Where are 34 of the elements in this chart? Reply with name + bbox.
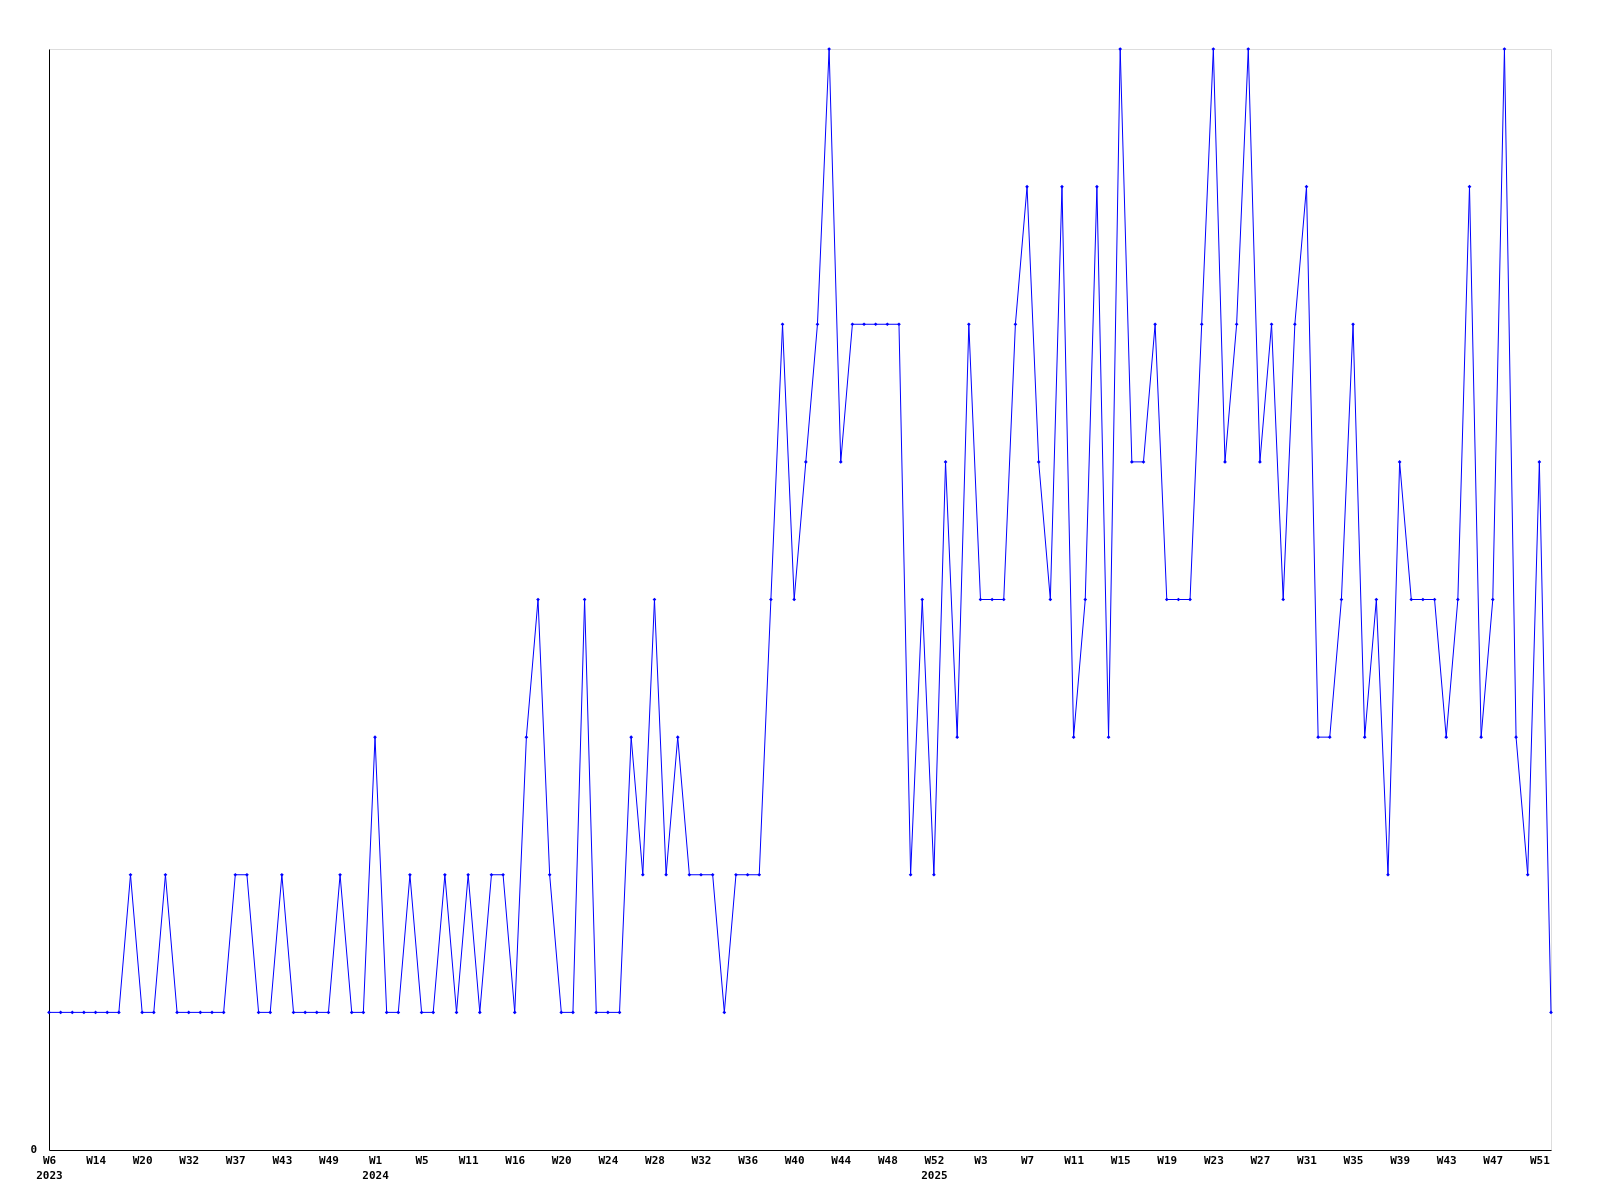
- x-tick-label: W19: [1157, 1153, 1178, 1167]
- x-tick-label: W36: [738, 1153, 759, 1167]
- x-tick-label: W20: [551, 1153, 572, 1167]
- x-tick-label: W43: [1436, 1153, 1457, 1167]
- x-tick-label: W14: [86, 1153, 107, 1167]
- x-tick-label: W32: [179, 1153, 200, 1167]
- x-tick-label: W49: [319, 1153, 339, 1167]
- x-tick-label: W27: [1250, 1153, 1271, 1167]
- x-tick-label: W43: [272, 1153, 293, 1167]
- x-tick-label: W35: [1343, 1153, 1364, 1167]
- x-tick-label: W31: [1297, 1153, 1318, 1167]
- x-tick-label: W20: [132, 1153, 153, 1167]
- x-tick-label: W3: [974, 1153, 988, 1167]
- x-tick-label: W37: [225, 1153, 246, 1167]
- x-tick-label: W15: [1110, 1153, 1131, 1167]
- x-tick-label: W44: [831, 1153, 852, 1167]
- x-tick-label: W24: [598, 1153, 619, 1167]
- x-tick-label: W51: [1529, 1153, 1551, 1167]
- x-tick-label: W11: [1064, 1153, 1085, 1167]
- x-tick-label: W16: [505, 1153, 526, 1167]
- x-tick-label: W48: [877, 1153, 898, 1167]
- x-tick-label: W11: [458, 1153, 479, 1167]
- x-tick-label: W39: [1390, 1153, 1411, 1167]
- x-tick-label: W32: [691, 1153, 712, 1167]
- x-tick-label: W52 2025: [921, 1153, 948, 1182]
- x-tick-label: W47: [1483, 1153, 1504, 1167]
- x-tick-label: W23: [1203, 1153, 1224, 1167]
- x-tick-label: W7: [1020, 1153, 1035, 1167]
- text: 0: [30, 1143, 37, 1156]
- x-tick-label: W5: [415, 1153, 429, 1167]
- x-tick-label: W1 2024: [362, 1153, 390, 1182]
- x-tick-label: W28: [645, 1153, 665, 1167]
- x-tick-label: W6 2023: [36, 1153, 63, 1182]
- x-tick-label: W40: [784, 1153, 805, 1167]
